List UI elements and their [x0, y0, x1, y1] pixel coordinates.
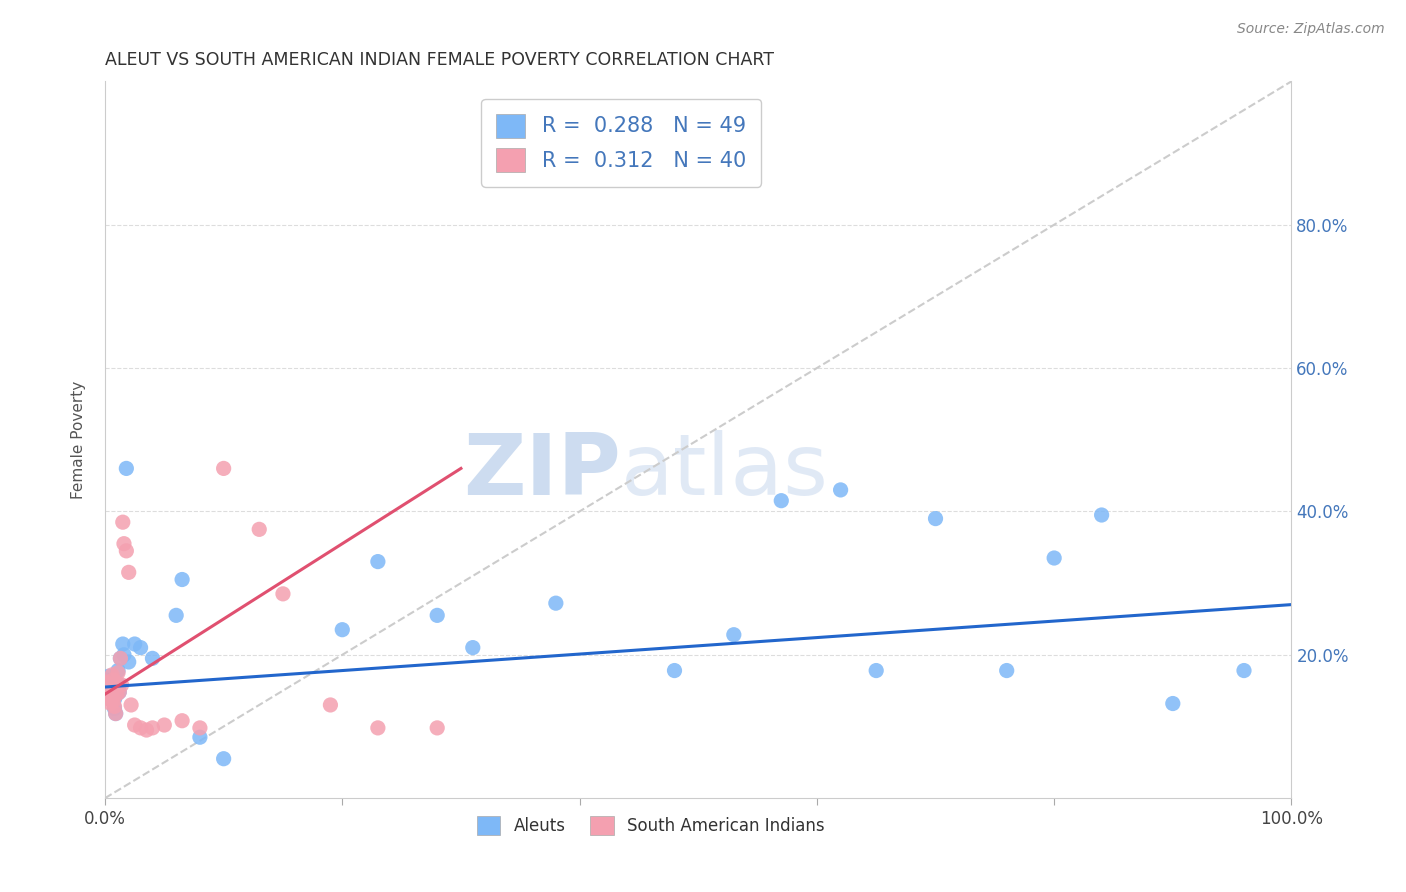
Point: [1043, 551, 1066, 566]
Point: [110, 651, 132, 665]
Text: ZIP: ZIP: [464, 431, 621, 514]
Point: [107, 665, 129, 680]
Point: [247, 522, 270, 536]
Point: [770, 493, 793, 508]
Point: [103, 694, 125, 708]
Point: [103, 690, 125, 704]
Point: [129, 721, 152, 735]
Point: [118, 655, 141, 669]
Point: [153, 718, 176, 732]
Point: [426, 721, 449, 735]
Point: [97, 685, 120, 699]
Text: ALEUT VS SOUTH AMERICAN INDIAN FEMALE POVERTY CORRELATION CHART: ALEUT VS SOUTH AMERICAN INDIAN FEMALE PO…: [105, 51, 773, 69]
Point: [101, 690, 124, 704]
Point: [108, 685, 131, 699]
Point: [141, 651, 163, 665]
Point: [101, 676, 124, 690]
Point: [101, 685, 124, 699]
Point: [319, 698, 342, 712]
Point: [96, 673, 118, 687]
Point: [111, 637, 134, 651]
Point: [124, 637, 146, 651]
Point: [108, 678, 131, 692]
Point: [104, 706, 127, 721]
Point: [212, 752, 235, 766]
Point: [103, 694, 125, 708]
Text: atlas: atlas: [621, 431, 830, 514]
Point: [110, 651, 132, 665]
Point: [96, 683, 118, 698]
Point: [96, 676, 118, 690]
Point: [98, 692, 121, 706]
Point: [1091, 508, 1114, 522]
Point: [188, 730, 211, 744]
Y-axis label: Female Poverty: Female Poverty: [72, 381, 86, 499]
Point: [100, 690, 122, 704]
Point: [97, 680, 120, 694]
Point: [426, 608, 449, 623]
Point: [104, 706, 127, 721]
Point: [103, 692, 125, 706]
Point: [124, 718, 146, 732]
Point: [105, 676, 128, 690]
Point: [97, 687, 120, 701]
Point: [115, 461, 138, 475]
Point: [98, 687, 121, 701]
Point: [103, 701, 125, 715]
Point: [101, 668, 124, 682]
Point: [100, 680, 122, 694]
Point: [97, 669, 120, 683]
Point: [115, 544, 138, 558]
Point: [865, 664, 887, 678]
Point: [544, 596, 567, 610]
Point: [664, 664, 686, 678]
Point: [165, 608, 187, 623]
Point: [98, 681, 121, 696]
Point: [103, 680, 125, 694]
Point: [830, 483, 852, 497]
Point: [1161, 697, 1184, 711]
Point: [212, 461, 235, 475]
Point: [118, 566, 141, 580]
Point: [1233, 664, 1256, 678]
Point: [98, 685, 121, 699]
Point: [367, 721, 389, 735]
Point: [723, 628, 745, 642]
Point: [103, 673, 125, 687]
Point: [105, 687, 128, 701]
Point: [135, 723, 157, 737]
Point: [96, 675, 118, 690]
Point: [172, 573, 194, 587]
Point: [461, 640, 484, 655]
Point: [110, 678, 132, 692]
Point: [330, 623, 353, 637]
Point: [107, 664, 129, 678]
Point: [995, 664, 1018, 678]
Point: [100, 697, 122, 711]
Point: [100, 680, 122, 694]
Point: [924, 511, 946, 525]
Point: [105, 687, 128, 701]
Point: [367, 555, 389, 569]
Point: [103, 699, 125, 714]
Legend: Aleuts, South American Indians: Aleuts, South American Indians: [468, 807, 834, 844]
Point: [271, 587, 294, 601]
Point: [129, 640, 152, 655]
Point: [96, 676, 118, 690]
Point: [188, 721, 211, 735]
Point: [108, 685, 131, 699]
Point: [111, 515, 134, 529]
Point: [105, 676, 128, 690]
Point: [112, 537, 135, 551]
Point: [172, 714, 194, 728]
Point: [96, 680, 118, 694]
Point: [141, 721, 163, 735]
Point: [112, 648, 135, 662]
Point: [120, 698, 142, 712]
Text: Source: ZipAtlas.com: Source: ZipAtlas.com: [1237, 22, 1385, 37]
